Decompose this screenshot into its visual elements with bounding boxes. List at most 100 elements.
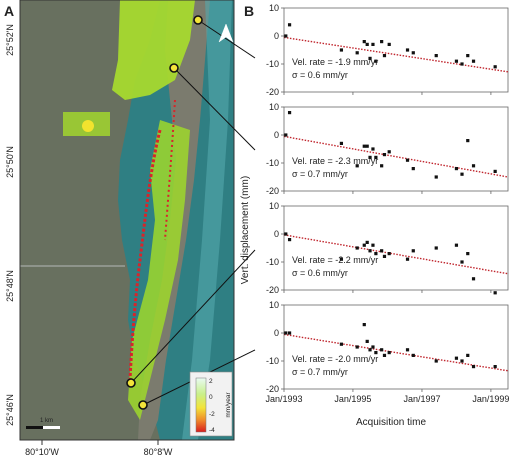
target-markers [126, 15, 203, 410]
y-tick-label: 0 [274, 328, 279, 338]
data-point [387, 42, 391, 46]
scale-bar-label: 1 km [40, 418, 53, 424]
data-point [284, 34, 288, 38]
data-point [284, 232, 288, 236]
data-point [380, 164, 384, 168]
data-point [374, 252, 378, 256]
target-marker-1 [193, 15, 203, 25]
y-tick-label: 0 [274, 130, 279, 140]
lon-label-1: 80°10'W [25, 447, 59, 457]
latitude-labels: 25°52'N 25°50'N 25°48'N 25°46'N [5, 24, 15, 426]
trend-line [283, 135, 509, 178]
data-point [371, 42, 375, 46]
panel-b-label: B [244, 3, 254, 19]
data-point [287, 238, 292, 242]
data-point [368, 56, 372, 60]
data-point [434, 54, 438, 58]
data-point [387, 252, 391, 256]
legend-tick-4: -4 [209, 427, 215, 434]
data-point [493, 365, 497, 369]
lon-label-2: 80°8'W [144, 447, 173, 457]
data-point [355, 246, 359, 250]
lat-label-1: 25°52'N [5, 24, 15, 56]
mainland [20, 0, 160, 440]
data-point [387, 150, 391, 154]
legend-colorbar [195, 377, 207, 433]
leader-line-2 [173, 67, 256, 151]
map-frame [19, 0, 235, 441]
x-tick-label: Jan/1997 [403, 394, 440, 404]
sigma-label: σ = 0.6 mm/yr [292, 70, 348, 80]
plot-frame [283, 304, 509, 390]
shallow-water [182, 0, 232, 440]
y-tick-label: -10 [266, 257, 279, 267]
y-tick-label: -10 [266, 59, 279, 69]
y-tick-label: 10 [269, 300, 279, 310]
data-point [365, 42, 369, 46]
data-point [371, 147, 375, 151]
data-point [287, 111, 292, 115]
lat-label-2: 25°50'N [5, 146, 15, 178]
data-point [355, 345, 359, 349]
data-point [362, 40, 366, 44]
data-point [454, 167, 459, 171]
target-marker-2 [169, 63, 179, 73]
data-point [339, 342, 344, 346]
data-point [374, 351, 378, 355]
data-point [339, 257, 344, 261]
data-point [387, 351, 391, 355]
data-point [380, 249, 384, 253]
leader-line-3 [130, 249, 256, 384]
lat-label-4: 25°46'N [5, 394, 15, 426]
data-point [466, 353, 470, 357]
data-point [411, 51, 415, 55]
data-point [382, 153, 387, 157]
data-point [368, 249, 372, 253]
data-point [382, 54, 387, 58]
data-point [454, 59, 459, 63]
trend-line [283, 234, 509, 275]
north-arrow-icon [218, 23, 234, 43]
data-point [374, 155, 378, 159]
data-point [454, 243, 459, 247]
velocity-rate-label: Vel. rate = -1.9 mm/yr [292, 57, 378, 67]
trend-line [283, 333, 509, 372]
data-point [434, 246, 438, 250]
y-tick-label: -20 [266, 384, 279, 394]
scatter-plot-2: 10 0 -10 -20 Vel. rate = -2.3 mm/yr σ = 0.7 m… [266, 102, 509, 196]
sigma-label: σ = 0.7 mm/yr [292, 367, 348, 377]
legend-title: mm/year [225, 392, 232, 418]
data-point [471, 365, 476, 369]
data-point [365, 240, 369, 244]
data-point [382, 353, 387, 357]
data-point [466, 54, 470, 58]
y-tick-label: 10 [269, 102, 279, 112]
subsiding-strip-2 [164, 99, 176, 241]
y-tick-label: -20 [266, 285, 279, 295]
time-series-panel: 10 0 -10 -20 Vel. rate = -1.9 mm/yr σ = 0.6 m… [265, 3, 509, 404]
x-tick-label: Jan/1993 [265, 394, 302, 404]
target-marker-3 [126, 378, 136, 388]
data-point [471, 59, 476, 63]
data-point [362, 243, 366, 247]
scale-bar-black [26, 426, 43, 429]
y-tick-label: 10 [269, 201, 279, 211]
legend-tick-1: 2 [209, 378, 213, 385]
velocity-rate-label: Vel. rate = -2.2 mm/yr [292, 255, 378, 265]
data-point [284, 331, 288, 335]
data-point [362, 144, 366, 148]
leader-line-1 [197, 19, 256, 59]
data-point [405, 158, 410, 162]
velocity-rate-label: Vel. rate = -2.3 mm/yr [292, 156, 378, 166]
y-tick-label: 0 [274, 31, 279, 41]
data-point [365, 144, 369, 148]
scatter-plot-1: 10 0 -10 -20 Vel. rate = -1.9 mm/yr σ = 0.6 m… [266, 3, 509, 97]
data-point [362, 323, 366, 327]
data-point [405, 48, 410, 52]
y-axis-label: Vert. displacement (mm) [240, 176, 251, 284]
data-point [466, 252, 470, 256]
stable-area-north [112, 0, 195, 100]
hotspot-west [82, 120, 94, 132]
data-point [371, 243, 375, 247]
data-point [493, 65, 497, 69]
